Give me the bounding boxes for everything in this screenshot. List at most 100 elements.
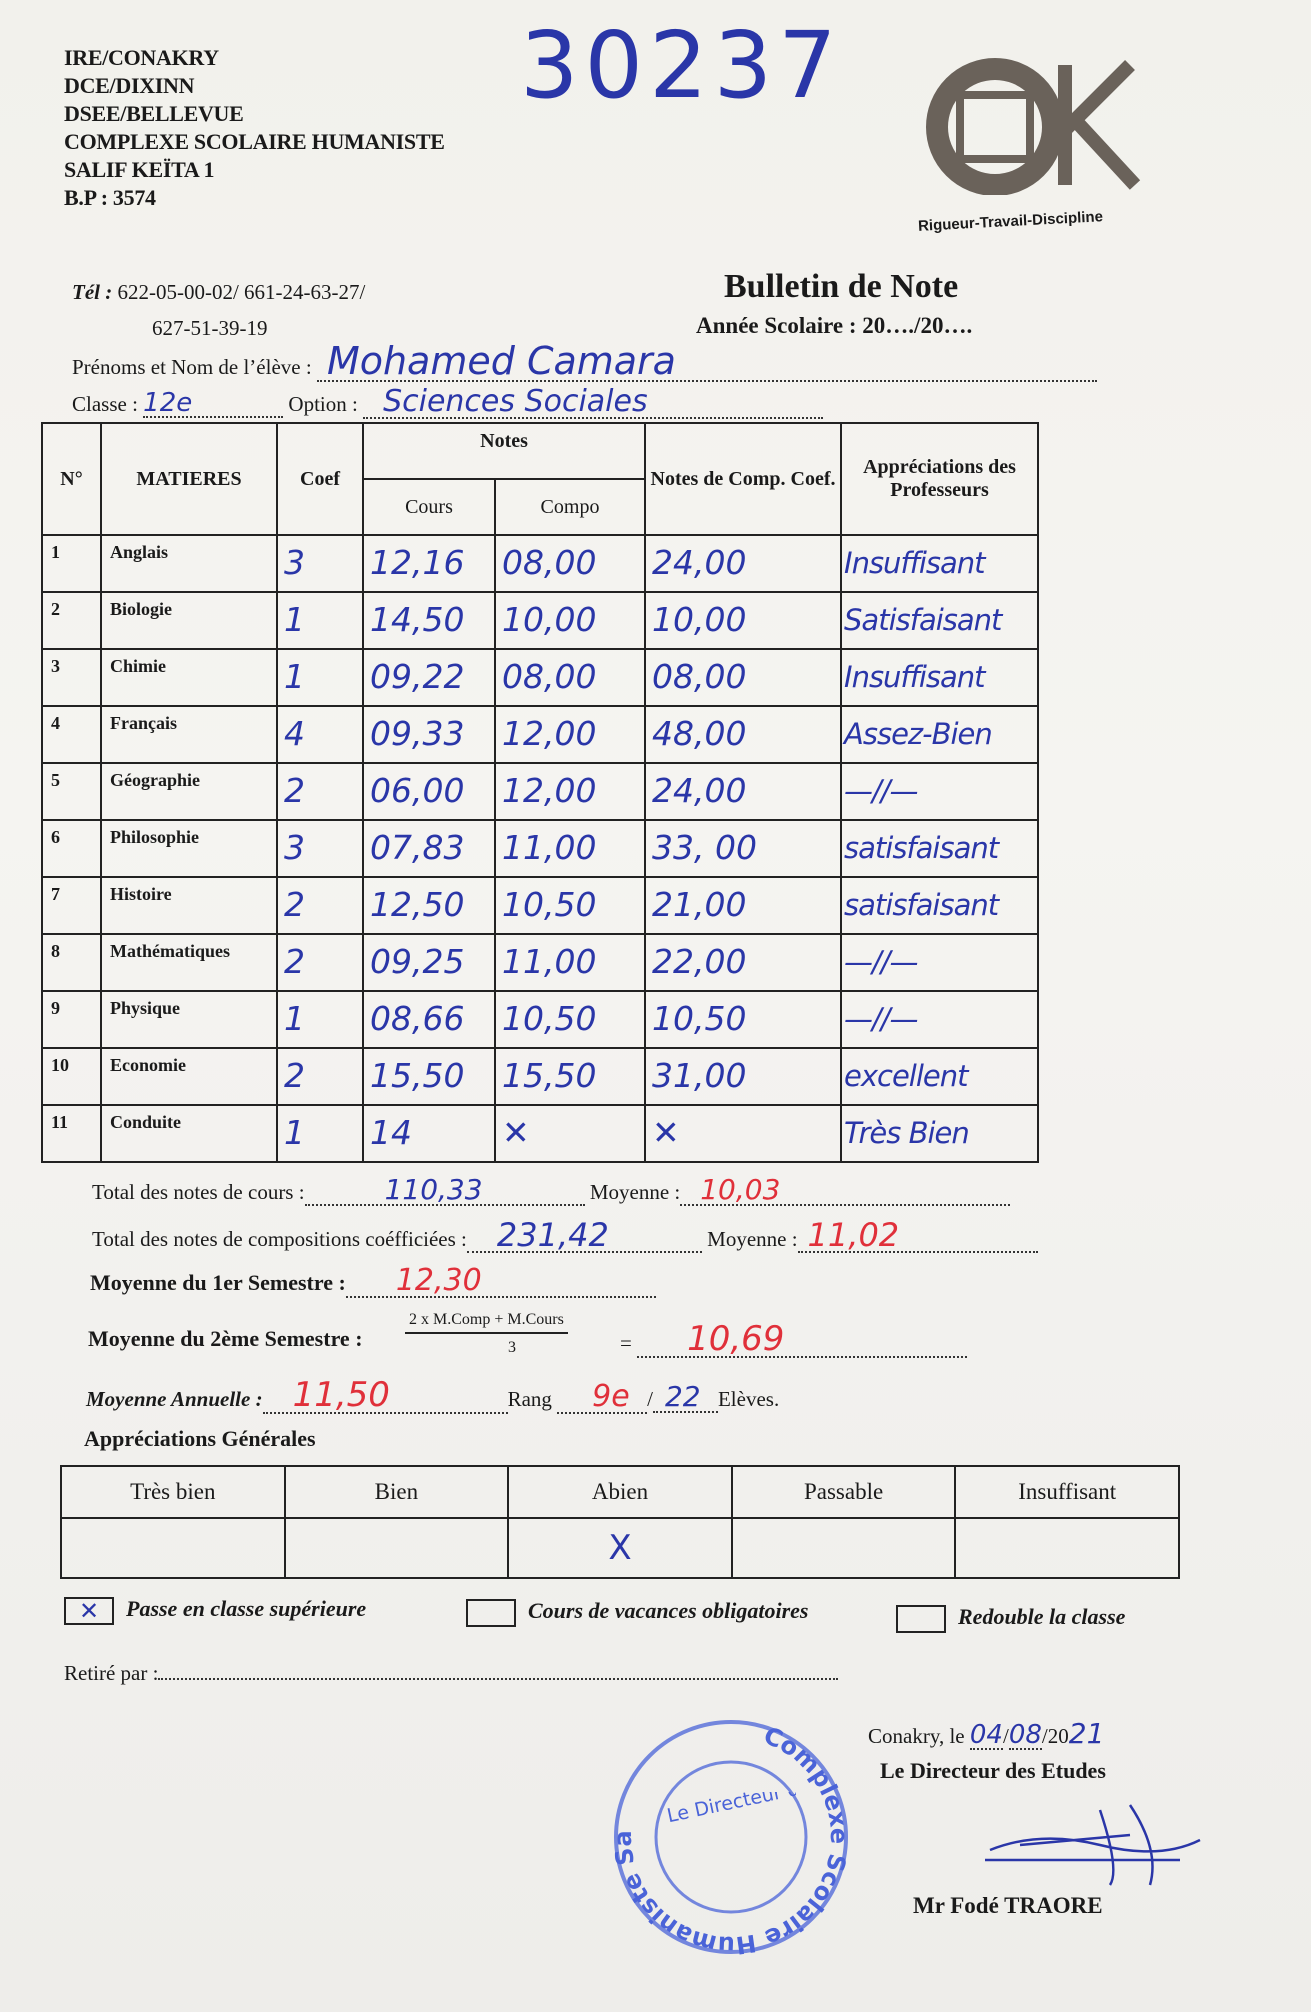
header-compo: Compo <box>493 478 647 536</box>
teacher-appreciation: Insuffisant <box>840 648 1040 707</box>
subject-name: Biologie <box>100 591 278 650</box>
cours-grade: 14 <box>362 1104 496 1163</box>
decision-label: Redouble la classe <box>958 1604 1126 1629</box>
cours-grade: 06,00 <box>362 762 496 821</box>
coefficient: 3 <box>276 819 364 878</box>
compo-grade: 08,00 <box>493 648 647 707</box>
table-row: 11 Conduite 1 14 ✕ ✕ Très Bien <box>41 1104 1040 1163</box>
mark-cell[interactable] <box>954 1517 1180 1579</box>
comp-coef-grade: 10,50 <box>644 990 843 1049</box>
row-number: 7 <box>41 876 102 935</box>
mark-cell[interactable] <box>283 1517 510 1579</box>
cours-grade: 09,22 <box>362 648 496 707</box>
teacher-appreciation: Satisfaisant <box>840 591 1040 650</box>
place-label: Conakry, le <box>868 1724 965 1748</box>
moyenne-label: Moyenne : <box>589 1180 681 1204</box>
semester1-average: 12,30 <box>345 1266 656 1298</box>
coefficient: 2 <box>276 1047 364 1106</box>
comp-coef-grade: 22,00 <box>644 933 843 992</box>
teacher-appreciation: satisfaisant <box>840 819 1040 878</box>
cours-grade: 09,33 <box>362 705 496 764</box>
rank-label: Rang <box>507 1387 552 1411</box>
moyenne-comp: 11,02 <box>797 1219 1038 1253</box>
date-day: 04 <box>969 1720 1003 1750</box>
student-count: 22 <box>652 1383 718 1413</box>
moyenne-cours: 10,03 <box>680 1176 1011 1206</box>
student-name: Mohamed Camara <box>316 342 1097 382</box>
checkbox[interactable]: ✕ <box>64 1596 114 1625</box>
header-line: SALIF KEÏTA 1 <box>64 157 215 182</box>
compo-grade: 11,00 <box>493 819 647 878</box>
header-notes: Notes <box>361 422 647 480</box>
coefficient: 2 <box>276 933 364 992</box>
row-number: 2 <box>41 591 102 650</box>
header-no: N° <box>41 422 102 536</box>
coefficient: 2 <box>276 876 364 935</box>
tel2: 627-51-39-19 <box>152 316 268 340</box>
teacher-appreciation: satisfaisant <box>840 876 1040 935</box>
table-row: 5 Géographie 2 06,00 12,00 24,00 —//— <box>41 762 1040 821</box>
decision-repeat[interactable]: Redouble la classe <box>896 1604 1125 1633</box>
subject-name: Géographie <box>100 762 278 821</box>
teacher-appreciation: —//— <box>840 933 1040 992</box>
comp-coef-grade: 31,00 <box>644 1047 843 1106</box>
subject-name: Physique <box>100 990 278 1049</box>
mark-cell[interactable] <box>730 1517 957 1579</box>
formula-denominator: 3 <box>508 1339 516 1356</box>
row-number: 6 <box>41 819 102 878</box>
school-header: IRE/CONAKRY DCE/DIXINN DSEE/BELLEVUE COM… <box>64 44 445 212</box>
total-comp-label: Total des notes de compositions coéffici… <box>92 1227 467 1251</box>
teacher-appreciation: excellent <box>840 1047 1040 1106</box>
coefficient: 3 <box>276 534 364 593</box>
comp-coef-grade: ✕ <box>644 1104 843 1163</box>
decision-promote[interactable]: ✕ Passe en classe supérieure <box>64 1596 366 1625</box>
semester1-label: Moyenne du 1er Semestre : <box>90 1270 346 1295</box>
retire-field[interactable] <box>158 1662 839 1680</box>
total-cours: 110,33 <box>304 1176 585 1206</box>
student-class: 12e <box>143 390 284 418</box>
cours-grade: 08,66 <box>362 990 496 1049</box>
comp-coef-grade: 21,00 <box>644 876 843 935</box>
decision-label: Passe en classe supérieure <box>126 1596 367 1621</box>
cours-grade: 09,25 <box>362 933 496 992</box>
teacher-appreciation: Très Bien <box>840 1104 1040 1163</box>
comp-coef-grade: 33, 00 <box>644 819 843 878</box>
comp-coef-grade: 08,00 <box>644 648 843 707</box>
decision-label: Cours de vacances obligatoires <box>528 1598 809 1623</box>
mark-cell[interactable]: X <box>507 1517 733 1579</box>
header-line: DCE/DIXINN <box>64 73 195 98</box>
col-passable: Passable <box>730 1465 957 1519</box>
compo-grade: 12,00 <box>493 762 647 821</box>
cours-grade: 15,50 <box>362 1047 496 1106</box>
rank: 9e <box>557 1382 648 1414</box>
general-appreciation-table: Très bien Bien Abien Passable Insuffisan… <box>60 1465 1180 1579</box>
row-number: 3 <box>41 648 102 707</box>
table-row: 8 Mathématiques 2 09,25 11,00 22,00 —//— <box>41 933 1040 992</box>
header-subject: MATIERES <box>100 422 278 536</box>
motto: Rigueur-Travail-Discipline <box>917 208 1104 235</box>
subject-name: Histoire <box>100 876 278 935</box>
header-line: DSEE/BELLEVUE <box>64 101 244 126</box>
subject-name: Conduite <box>100 1104 278 1163</box>
compo-grade: 08,00 <box>493 534 647 593</box>
col-bien: Bien <box>283 1465 510 1519</box>
option-label: Option : <box>288 392 358 416</box>
row-number: 10 <box>41 1047 102 1106</box>
date-year: 21 <box>1068 1717 1105 1750</box>
row-number: 8 <box>41 933 102 992</box>
header-cours: Cours <box>362 478 496 536</box>
table-row: 1 Anglais 3 12,16 08,00 24,00 Insuffisant <box>41 534 1040 593</box>
decision-vacation-course[interactable]: Cours de vacances obligatoires <box>466 1598 809 1627</box>
header-line: COMPLEXE SCOLAIRE HUMANISTE <box>64 129 445 154</box>
coefficient: 2 <box>276 762 364 821</box>
mark-cell[interactable] <box>60 1517 286 1579</box>
checkbox[interactable] <box>896 1604 946 1633</box>
cours-grade: 12,16 <box>362 534 496 593</box>
compo-grade: 15,50 <box>493 1047 647 1106</box>
subject-name: Philosophie <box>100 819 278 878</box>
coefficient: 1 <box>276 1104 364 1163</box>
total-cours-label: Total des notes de cours : <box>92 1180 305 1204</box>
checkbox[interactable] <box>466 1598 516 1627</box>
table-row: 4 Français 4 09,33 12,00 48,00 Assez-Bien <box>41 705 1040 764</box>
